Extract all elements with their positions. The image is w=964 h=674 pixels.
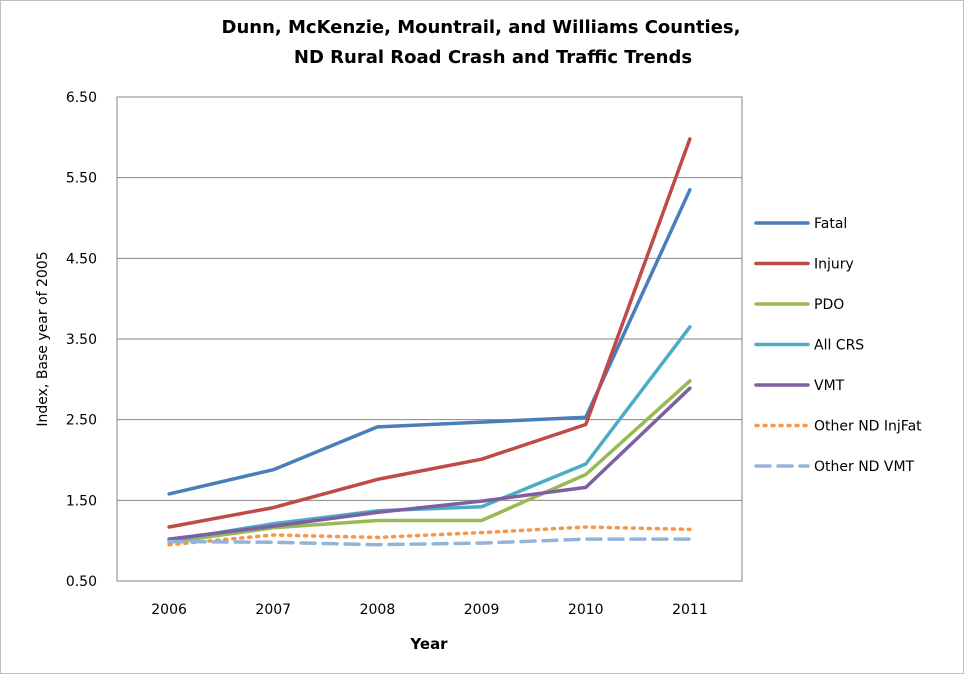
x-tick-label: 2010 [568, 602, 604, 618]
x-tick-label: 2008 [360, 602, 396, 618]
chart-title-line-2: ND Rural Road Crash and Traffic Trends [294, 47, 692, 68]
legend: Fatal Injury PDO All CRS VMT Other ND InjFat O… [754, 216, 922, 475]
y-tick-label: 2.50 [66, 413, 97, 429]
y-tick-label: 1.50 [66, 493, 97, 509]
y-axis-ticks: 6.50 5.50 4.50 3.50 2.50 1.50 0.50 [66, 90, 97, 590]
plot-area-border [116, 96, 743, 582]
legend-label: Other ND InjFat [814, 419, 922, 435]
legend-label: All CRS [814, 338, 864, 354]
x-tick-label: 2006 [151, 602, 187, 618]
y-tick-label: 0.50 [66, 574, 97, 590]
gridlines [117, 177, 742, 501]
y-tick-label: 6.50 [66, 90, 97, 106]
series-line-pdo [167, 379, 692, 545]
y-tick-label: 4.50 [66, 251, 97, 267]
y-tick-label: 3.50 [66, 332, 97, 348]
series-line-other-nd-vmt [167, 537, 692, 547]
x-axis-ticks: 2006 2007 2008 2009 2010 2011 [151, 602, 707, 618]
series-line-vmt [167, 386, 692, 541]
legend-label: Fatal [814, 216, 847, 232]
x-tick-label: 2009 [464, 602, 500, 618]
series-line-injury [167, 137, 692, 529]
legend-label: Other ND VMT [814, 459, 915, 475]
series-lines [167, 137, 692, 547]
x-tick-label: 2011 [672, 602, 708, 618]
series-line-other-nd-injfat [167, 525, 692, 547]
y-tick-label: 5.50 [66, 171, 97, 187]
legend-label: VMT [814, 378, 845, 394]
x-axis-title: Year [409, 635, 448, 653]
legend-label: PDO [814, 297, 844, 313]
series-line-fatal [167, 188, 692, 496]
legend-label: Injury [814, 257, 854, 273]
chart-title-line-1: Dunn, McKenzie, Mountrail, and Williams … [222, 17, 741, 38]
x-tick-label: 2007 [255, 602, 291, 618]
y-axis-title: Index, Base year of 2005 [35, 251, 51, 426]
